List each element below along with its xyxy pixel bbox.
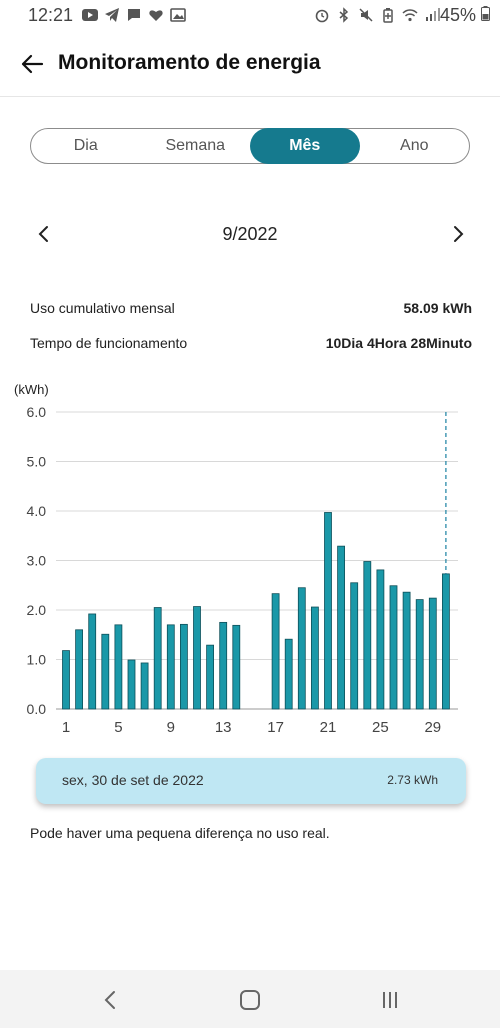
- month-navigator: 9/2022: [0, 218, 500, 250]
- alarm-icon: [314, 7, 330, 23]
- tooltip-value: 2.73 kWh: [387, 773, 438, 787]
- selected-day-tooltip: sex, 30 de set de 2022 2.73 kWh: [36, 758, 466, 804]
- x-tick-label: 29: [424, 719, 441, 736]
- energy-bar-chart[interactable]: (kWh) 0.0 1.0 2.0 3.0 4.0 5.0 6.0 1 5 9 13 17 21 25 2…: [0, 378, 500, 748]
- nav-back-button[interactable]: [95, 985, 125, 1015]
- battery-saver-icon: [380, 7, 396, 23]
- system-navigation-bar: [0, 970, 500, 1028]
- y-axis-ticks: 0.0 1.0 2.0 3.0 4.0 5.0 6.0: [27, 404, 47, 717]
- bar-day-12[interactable]: [206, 644, 215, 710]
- youtube-icon: [82, 7, 98, 23]
- arrow-left-icon: [21, 54, 44, 74]
- monthly-usage-value: 58.09 kWh: [403, 300, 472, 316]
- y-axis-unit: (kWh): [14, 382, 49, 397]
- runtime-label: Tempo de funcionamento: [30, 335, 188, 351]
- bar-day-27[interactable]: [402, 591, 411, 710]
- x-tick-label: 5: [114, 719, 122, 736]
- bar-day-3[interactable]: [88, 613, 97, 710]
- bar-day-20[interactable]: [310, 606, 319, 710]
- bluetooth-icon: [336, 7, 352, 23]
- status-bar: 12:21: [0, 0, 500, 32]
- status-notification-icons: [82, 7, 186, 23]
- bar-day-9[interactable]: [166, 624, 175, 710]
- signal-icon: [424, 7, 440, 23]
- bar-day-8[interactable]: [153, 607, 162, 710]
- y-tick-label: 0.0: [27, 701, 47, 717]
- x-tick-label: 21: [320, 719, 337, 736]
- disclaimer-note: Pode haver uma pequena diferença no uso …: [30, 825, 330, 841]
- telegram-icon: [104, 7, 120, 23]
- y-tick-label: 4.0: [27, 503, 47, 519]
- x-tick-label: 1: [62, 719, 70, 736]
- battery-level: 45%: [440, 5, 490, 26]
- tab-dia[interactable]: Dia: [73, 137, 98, 154]
- back-button[interactable]: [18, 50, 46, 78]
- page-title: Monitoramento de energia: [58, 51, 321, 74]
- battery-icon: [481, 6, 490, 21]
- bar-day-28[interactable]: [415, 599, 424, 710]
- x-tick-label: 17: [267, 719, 284, 736]
- bar-day-30[interactable]: [441, 573, 450, 710]
- bar-day-5[interactable]: [114, 624, 123, 710]
- y-tick-label: 2.0: [27, 602, 47, 618]
- chat-icon: [126, 7, 142, 23]
- app-bar: Monitoramento de energia: [0, 32, 500, 97]
- bar-day-4[interactable]: [101, 633, 110, 710]
- bar-day-17[interactable]: [271, 593, 280, 710]
- y-tick-label: 3.0: [27, 553, 47, 569]
- bar-day-7[interactable]: [140, 662, 149, 710]
- bar-day-14[interactable]: [232, 624, 241, 710]
- tab-mes[interactable]: Mês: [250, 128, 360, 164]
- x-tick-label: 25: [372, 719, 389, 736]
- monthly-usage-label: Uso cumulativo mensal: [30, 300, 175, 316]
- heart-icon: [148, 7, 164, 23]
- nav-back-icon: [104, 991, 115, 1009]
- runtime-value: 10Dia 4Hora 28Minuto: [325, 335, 472, 351]
- bar-day-24[interactable]: [363, 561, 372, 710]
- bar-day-10[interactable]: [179, 623, 188, 710]
- tab-ano[interactable]: Ano: [400, 137, 429, 154]
- y-tick-label: 1.0: [27, 652, 47, 668]
- bar-day-25[interactable]: [376, 569, 385, 710]
- nav-home-icon: [240, 990, 260, 1010]
- tooltip-date: sex, 30 de set de 2022: [62, 772, 204, 788]
- y-tick-label: 6.0: [27, 404, 47, 420]
- bar-day-29[interactable]: [428, 597, 437, 710]
- bar-day-1[interactable]: [62, 650, 70, 710]
- bar-day-18[interactable]: [284, 638, 293, 710]
- current-month-label: 9/2022: [222, 224, 278, 244]
- nav-home-button[interactable]: [235, 985, 265, 1015]
- previous-month-button[interactable]: [32, 222, 56, 246]
- wifi-icon: [402, 7, 418, 23]
- next-month-button[interactable]: [446, 222, 470, 246]
- mute-icon: [358, 7, 374, 23]
- period-tabs: Dia Semana Mês Ano: [30, 128, 470, 164]
- chevron-left-icon: [38, 226, 48, 242]
- bar-day-19[interactable]: [297, 587, 306, 710]
- monthly-usage-row: Uso cumulativo mensal 58.09 kWh: [30, 300, 472, 316]
- runtime-row: Tempo de funcionamento 10Dia 4Hora 28Min…: [30, 335, 472, 351]
- bar-day-21[interactable]: [324, 512, 332, 710]
- bar-day-26[interactable]: [389, 585, 398, 710]
- chevron-right-icon: [454, 226, 464, 242]
- bar-day-23[interactable]: [350, 582, 359, 710]
- bar-day-6[interactable]: [127, 659, 136, 710]
- bar-day-13[interactable]: [219, 621, 228, 710]
- chart-bars: [62, 512, 450, 710]
- nav-recents-button[interactable]: [375, 985, 405, 1015]
- battery-percent: 45%: [439, 5, 476, 25]
- bar-day-2[interactable]: [75, 629, 83, 710]
- status-time: 12:21: [28, 5, 74, 25]
- y-tick-label: 5.0: [27, 454, 47, 470]
- image-icon: [170, 7, 186, 23]
- x-tick-label: 9: [167, 719, 175, 736]
- bar-day-22[interactable]: [337, 545, 346, 710]
- status-system-icons: [314, 7, 440, 23]
- nav-recents-icon: [383, 992, 397, 1008]
- x-tick-label: 13: [215, 719, 232, 736]
- bar-day-11[interactable]: [193, 606, 201, 710]
- tab-semana[interactable]: Semana: [165, 137, 226, 154]
- x-axis-ticks: 1 5 9 13 17 21 25 29: [62, 719, 441, 736]
